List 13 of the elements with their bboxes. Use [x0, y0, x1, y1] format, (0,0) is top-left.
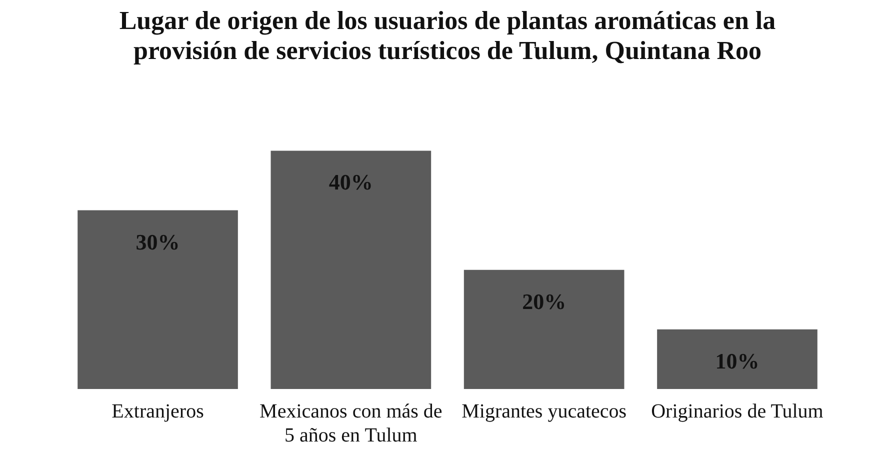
x-tick-label: Originarios de Tulum	[651, 400, 824, 422]
chart-title: Lugar de origen de los usuarios de plantas aromáticas en la provisión de servicios turísticos de Tulum, Quintana Roo	[119, 6, 776, 65]
data-label: 10%	[715, 348, 760, 374]
bar	[657, 329, 818, 389]
data-label: 30%	[136, 229, 180, 254]
bar	[270, 150, 432, 389]
bar	[78, 210, 238, 389]
x-tick-label: Extranjeros	[112, 400, 204, 422]
x-tick-label: Mexicanos con más de 5 años en Tulum	[260, 400, 442, 446]
data-label: 40%	[328, 170, 373, 195]
bar	[464, 270, 624, 389]
x-tick-label: Migrantes yucatecos	[462, 400, 627, 422]
data-label: 20%	[522, 288, 566, 314]
